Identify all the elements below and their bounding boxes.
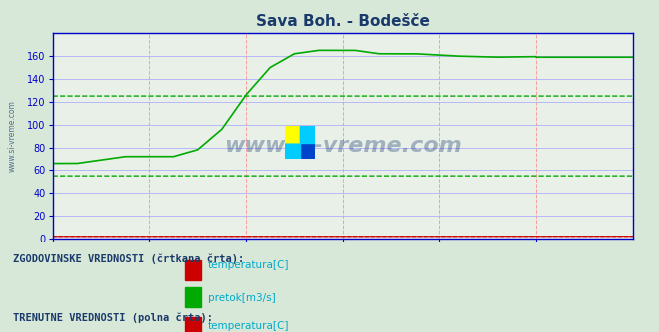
Text: www.si-vreme.com: www.si-vreme.com [224,136,461,156]
Text: temperatura[C]: temperatura[C] [208,321,289,331]
Bar [285,126,300,143]
Text: pretok[m3/s]: pretok[m3/s] [208,293,275,303]
Bar [185,317,201,332]
Text: www.si-vreme.com: www.si-vreme.com [8,100,16,172]
Text: ZGODOVINSKE VREDNOSTI (črtkana črta):: ZGODOVINSKE VREDNOSTI (črtkana črta): [13,253,244,264]
Polygon shape [300,126,315,143]
Polygon shape [285,143,300,159]
Title: Sava Boh. - Bodešče: Sava Boh. - Bodešče [256,14,430,29]
Bar [300,126,315,143]
Bar [185,260,201,280]
Bar [300,143,315,159]
Text: TRENUTNE VREDNOSTI (polna črta):: TRENUTNE VREDNOSTI (polna črta): [13,312,213,323]
Text: temperatura[C]: temperatura[C] [208,260,289,270]
Polygon shape [285,126,300,143]
Bar [185,287,201,307]
